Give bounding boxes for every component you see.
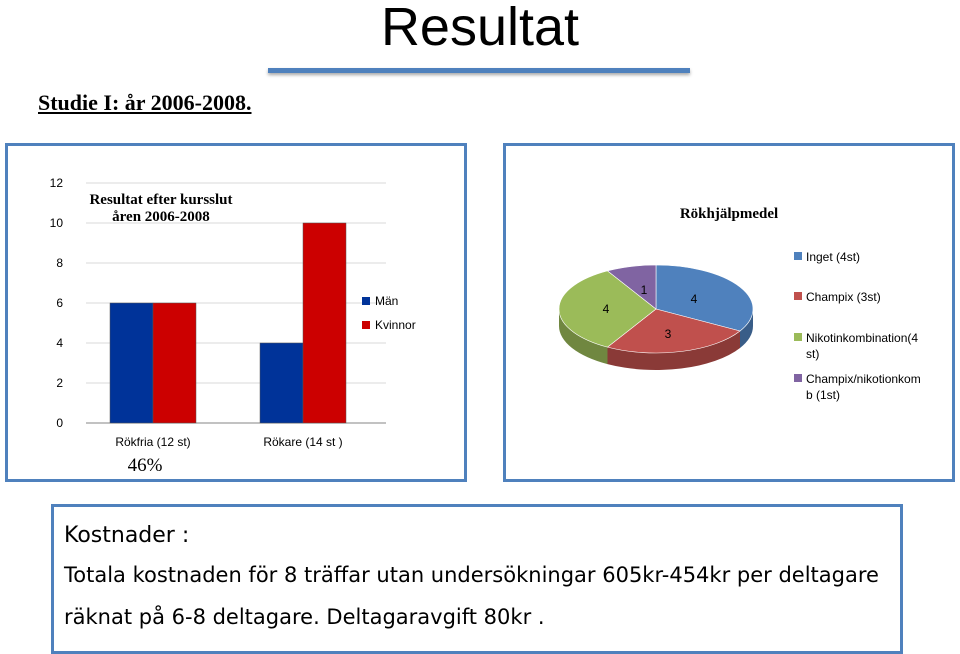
- bar-Kvinnor-0: [152, 302, 197, 424]
- y-tick-label: 8: [56, 256, 63, 270]
- pie-side-2: [559, 309, 608, 365]
- bar-chart-title: åren 2006-2008: [112, 209, 210, 225]
- legend-label: Inget (4st): [806, 250, 860, 264]
- legend-label: Champix (3st): [806, 290, 881, 304]
- pie-side-0: [740, 309, 753, 348]
- pie-chart-panel: Rökhjälpmedel 4 3 4 1 Inget (4st) Champix (3st…: [503, 143, 955, 482]
- legend-swatch: [794, 292, 802, 300]
- cost-panel: Kostnader : Totala kostnaden för 8 träff…: [51, 504, 903, 654]
- legend-swatch: [794, 333, 802, 341]
- legend-label: b (1st): [806, 388, 840, 402]
- bar-Kvinnor-1: [302, 222, 347, 424]
- study-subtitle: Studie I: år 2006-2008.: [38, 90, 252, 115]
- x-category-label: Rökare (14 st ): [263, 435, 342, 449]
- legend-label: Nikotinkombination(4: [806, 331, 918, 345]
- y-tick-label: 6: [56, 296, 63, 310]
- legend-label: Champix/nikotionkom: [806, 372, 921, 386]
- pie-data-label: 1: [641, 283, 648, 297]
- cost-heading: Kostnader :: [64, 523, 190, 548]
- bar-chart: 0 2 4 6 8 10 12 Rökfria (12 st) Rökare (14 st ) R…: [50, 176, 416, 476]
- legend-label: Kvinnor: [375, 318, 416, 332]
- legend-swatch: [794, 374, 802, 382]
- legend-swatch: [794, 252, 802, 260]
- bar-chart-title: Resultat efter kursslut: [89, 192, 232, 208]
- pie-data-label: 3: [665, 327, 672, 341]
- legend-swatch-Män: [362, 297, 370, 305]
- pie-slice-3: [606, 264, 657, 310]
- y-tick-label: 2: [56, 376, 63, 390]
- title-underline: [268, 68, 690, 73]
- bar-chart-panel: 0 2 4 6 8 10 12 Rökfria (12 st) Rökare (14 st ) R…: [5, 143, 467, 482]
- legend-label: st): [806, 347, 819, 361]
- x-category-label: Rökfria (12 st): [115, 435, 190, 449]
- pie-data-label: 4: [691, 292, 698, 306]
- y-tick-label: 0: [56, 416, 63, 430]
- slide-title: Resultat: [380, 0, 580, 57]
- pie-data-label: 4: [603, 302, 610, 316]
- pie-slice-0: [655, 264, 754, 332]
- pie-slice-2: [558, 270, 657, 348]
- cost-participant-line: räknat på 6-8 deltagare. Deltagaravgift …: [64, 605, 545, 629]
- y-tick-label: 4: [56, 336, 63, 350]
- y-tick-label: 10: [50, 216, 64, 230]
- pie-slice-1: [606, 308, 741, 354]
- legend-label: Män: [375, 294, 398, 308]
- cost-total-line: Totala kostnaden för 8 träffar utan unde…: [64, 563, 879, 587]
- pie-chart: Rökhjälpmedel 4 3 4 1 Inget (4st) Champix (3st…: [558, 206, 921, 402]
- percent-annotation: 46%: [128, 455, 163, 476]
- bar-Män-1: [259, 342, 304, 424]
- legend-swatch-Kvinnor: [362, 321, 370, 329]
- bar-Män-0: [109, 302, 154, 424]
- pie-side-1: [607, 331, 741, 370]
- pie-chart-title: Rökhjälpmedel: [680, 206, 778, 222]
- y-tick-label: 12: [50, 176, 64, 190]
